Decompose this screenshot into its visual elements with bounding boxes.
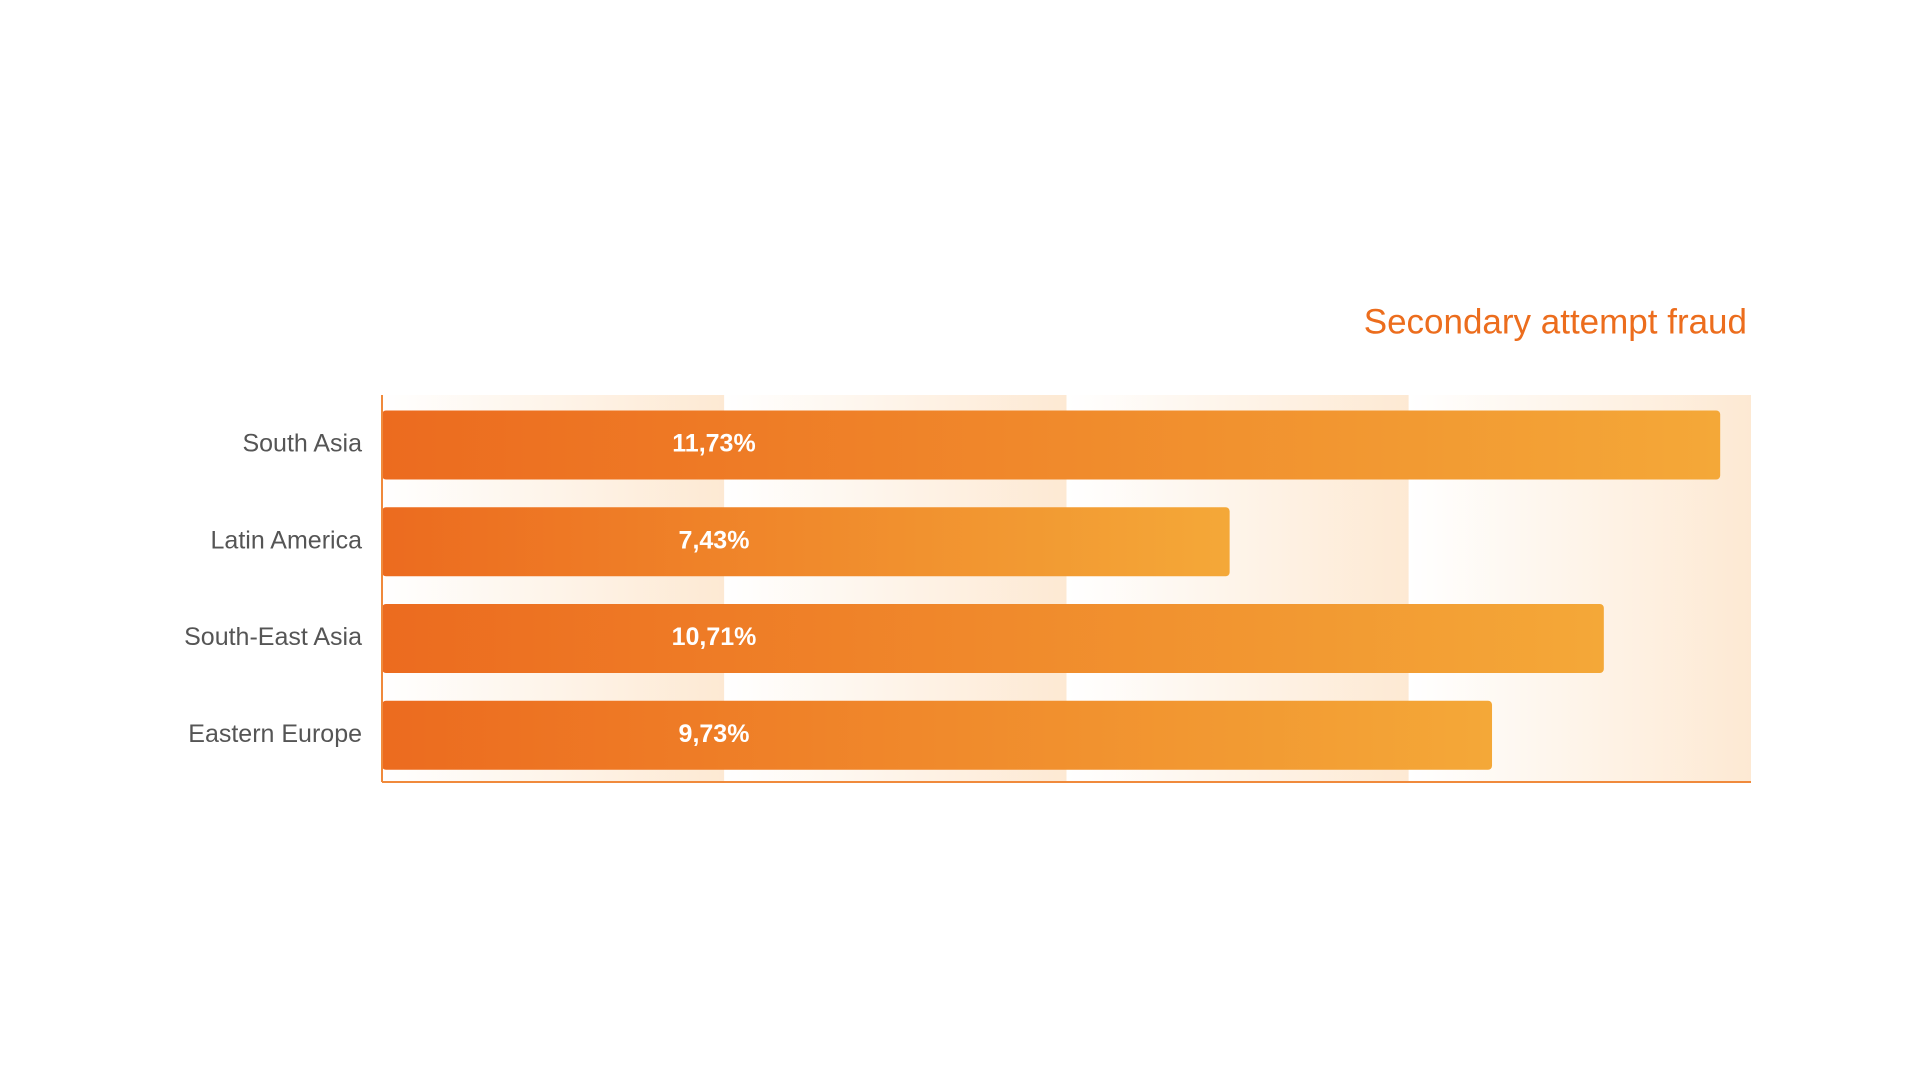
- bar: [382, 410, 1721, 480]
- value-label: 9,73%: [679, 720, 750, 748]
- chart-title: Secondary attempt fraud: [1364, 302, 1747, 341]
- value-label: 10,71%: [672, 623, 757, 651]
- value-label: 11,73%: [672, 430, 755, 458]
- category-label: Latin America: [211, 526, 363, 554]
- bar: [382, 700, 1493, 770]
- category-label: South Asia: [242, 430, 362, 458]
- category-label: South-East Asia: [184, 623, 362, 651]
- bar: [382, 604, 1604, 673]
- category-label: Eastern Europe: [188, 720, 362, 748]
- value-label: 7,43%: [679, 526, 750, 554]
- bar: [382, 507, 1230, 577]
